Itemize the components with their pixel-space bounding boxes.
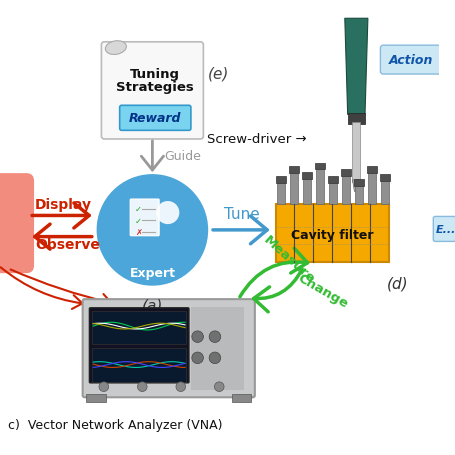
Polygon shape — [352, 181, 359, 192]
FancyBboxPatch shape — [432, 217, 455, 242]
Circle shape — [96, 175, 208, 286]
Bar — [368, 168, 375, 204]
Text: Change: Change — [294, 271, 349, 310]
Bar — [86, 394, 106, 402]
Circle shape — [209, 352, 220, 364]
Circle shape — [214, 382, 223, 392]
Circle shape — [192, 352, 203, 364]
Bar — [354, 180, 363, 186]
Bar — [328, 177, 337, 183]
Text: Measure: Measure — [260, 233, 317, 285]
Text: ✗: ✗ — [135, 228, 142, 237]
Bar — [352, 123, 359, 182]
Bar — [231, 394, 250, 402]
Circle shape — [176, 382, 185, 392]
Bar — [341, 170, 350, 177]
FancyBboxPatch shape — [82, 299, 254, 397]
FancyBboxPatch shape — [379, 46, 441, 75]
Text: Screw-driver →: Screw-driver → — [207, 133, 306, 146]
Circle shape — [192, 331, 203, 343]
Text: Cavity filter: Cavity filter — [290, 229, 373, 242]
Bar — [92, 311, 186, 344]
Bar — [191, 307, 244, 390]
Text: (a): (a) — [142, 298, 163, 313]
Bar — [303, 174, 310, 204]
Text: Guide: Guide — [164, 150, 200, 163]
Bar — [347, 113, 364, 125]
Circle shape — [99, 382, 108, 392]
Ellipse shape — [105, 41, 126, 56]
Circle shape — [137, 382, 147, 392]
Text: Action: Action — [388, 54, 432, 67]
Bar — [277, 177, 284, 204]
Bar — [380, 176, 388, 204]
Text: Strategies: Strategies — [116, 81, 194, 94]
Bar — [289, 167, 298, 174]
Bar — [316, 164, 324, 204]
Text: Expert: Expert — [129, 266, 175, 279]
Text: Tune: Tune — [223, 207, 259, 222]
Text: Display: Display — [35, 197, 92, 212]
FancyBboxPatch shape — [119, 106, 191, 131]
Text: E...: E... — [435, 224, 455, 234]
Text: ✓: ✓ — [135, 216, 142, 225]
FancyBboxPatch shape — [130, 200, 159, 236]
FancyBboxPatch shape — [0, 174, 34, 273]
Bar — [367, 167, 376, 174]
Text: Reward: Reward — [129, 112, 181, 125]
FancyBboxPatch shape — [89, 308, 188, 383]
Polygon shape — [344, 19, 367, 115]
Text: Tuning: Tuning — [130, 67, 180, 81]
Bar — [302, 173, 311, 180]
Circle shape — [156, 202, 179, 225]
Text: c)  Vector Network Analyzer (VNA): c) Vector Network Analyzer (VNA) — [8, 418, 222, 431]
Text: (d): (d) — [386, 275, 408, 290]
FancyBboxPatch shape — [101, 43, 203, 140]
Bar — [342, 171, 349, 204]
Bar — [354, 181, 362, 204]
Bar — [315, 163, 324, 170]
Bar — [290, 168, 298, 204]
Bar — [275, 204, 388, 262]
Text: (e): (e) — [208, 66, 229, 81]
Text: ✓: ✓ — [135, 205, 142, 214]
Bar — [276, 177, 285, 183]
Bar — [92, 349, 186, 382]
Bar — [379, 175, 389, 182]
Circle shape — [209, 331, 220, 343]
Text: Observe: Observe — [35, 238, 100, 252]
Bar — [329, 177, 336, 204]
